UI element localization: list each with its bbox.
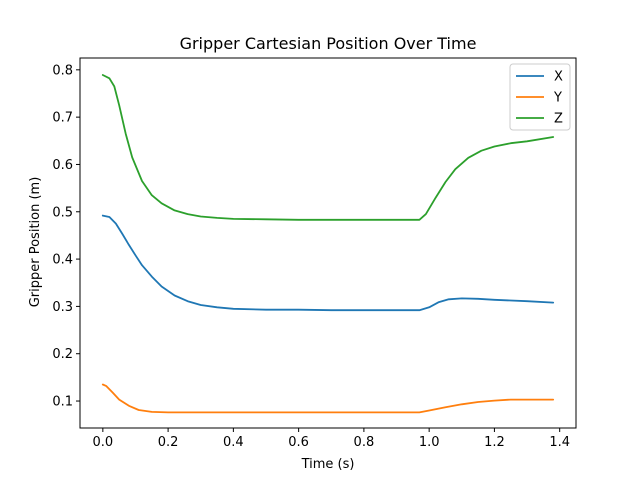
legend-label-z: Z	[554, 112, 563, 127]
x-tick-label: 0.4	[223, 435, 244, 450]
legend-label-y: Y	[553, 91, 562, 106]
y-tick-label: 0.8	[52, 63, 73, 78]
x-tick-label: 1.2	[484, 435, 505, 450]
y-tick-label: 0.4	[52, 253, 73, 268]
x-axis-label: Time (s)	[301, 457, 355, 472]
x-tick-label: 1.0	[419, 435, 440, 450]
x-tick-label: 0.0	[92, 435, 113, 450]
series-line-x	[101, 214, 555, 312]
chart-title: Gripper Cartesian Position Over Time	[180, 34, 477, 53]
y-tick-label: 0.7	[52, 111, 73, 126]
y-tick-label: 0.3	[52, 300, 73, 315]
plot-area	[101, 74, 555, 414]
y-axis-label: Gripper Position (m)	[28, 177, 43, 308]
axes-frame	[79, 57, 577, 429]
axes: 0.0 0.2 0.4 0.6 0.8 1.0 1.2 1.4 0.1 0.2 0.3 0.4 0.5 0…	[52, 57, 577, 450]
legend: XYZ	[509, 63, 571, 131]
y-tick-label: 0.2	[52, 347, 73, 362]
x-tick-label: 1.4	[549, 435, 570, 450]
legend-label-x: X	[554, 70, 563, 85]
y-tick-label: 0.6	[52, 158, 73, 173]
x-tick-label: 0.2	[158, 435, 179, 450]
x-tick-label: 0.6	[288, 435, 309, 450]
series-line-z	[101, 74, 555, 221]
y-tick-label: 0.5	[52, 205, 73, 220]
series-line-y	[101, 383, 555, 414]
y-tick-label: 0.1	[52, 395, 73, 410]
x-tick-label: 0.8	[354, 435, 375, 450]
